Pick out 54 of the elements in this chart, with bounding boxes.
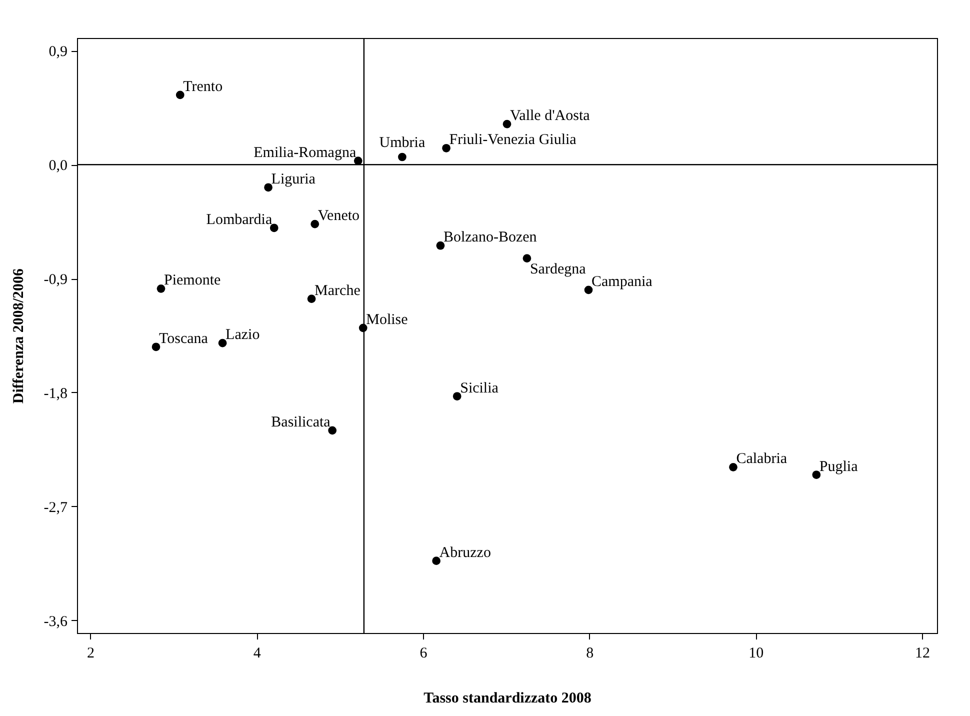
point [432, 556, 440, 566]
point [218, 338, 227, 348]
y-tick-label: -3,6 [44, 614, 68, 630]
annotation: Veneto [318, 208, 360, 224]
annotation: Lazio [226, 327, 260, 344]
point [270, 224, 278, 232]
annotation: Basilicata [271, 414, 331, 430]
annotation: Sicilia [460, 380, 499, 396]
point [328, 426, 337, 435]
annotation: Bolzano-Bozen [443, 230, 538, 246]
y-tick-label: 0,9 [48, 44, 68, 60]
annotation: Toscana [159, 330, 208, 347]
annotation: Umbria [379, 135, 426, 151]
annotation: Lombardia [206, 212, 272, 228]
x-tick-label: 8 [586, 646, 594, 662]
x-tick-label: 6 [420, 646, 428, 662]
annotation: Sardegna [530, 261, 586, 278]
point [307, 294, 316, 303]
point [176, 90, 184, 100]
y-tick-label: 0,0 [48, 158, 68, 174]
point [398, 152, 406, 162]
y-tick-label: -2,7 [44, 500, 68, 516]
annotation: Trento [183, 78, 223, 95]
point [812, 470, 821, 479]
annotation: Campania [592, 274, 653, 290]
x-axis-title: Tasso standardizzato 2008 [424, 690, 592, 706]
annotation: Calabria [736, 451, 788, 468]
point [310, 220, 320, 228]
point [452, 392, 462, 400]
annotation: Molise [366, 312, 408, 328]
x-tick-label: 10 [748, 646, 764, 662]
annotation: Piemonte [164, 272, 222, 289]
x-tick-label: 4 [253, 646, 262, 662]
annotation: Marche [314, 282, 361, 299]
y-tick-label: -0,9 [44, 272, 68, 288]
y-axis-title: Differenza 2008/2006 [10, 268, 27, 404]
point [152, 342, 160, 352]
annotation: Emilia-Romagna [254, 144, 356, 161]
annotation: Friuli-Venezia Giulia [449, 132, 577, 148]
x-tick-label: 2 [87, 646, 95, 662]
annotation: Valle d'Aosta [510, 108, 590, 124]
point [502, 120, 512, 128]
annotation: Liguria [271, 171, 316, 188]
x-tick-label: 12 [915, 646, 930, 662]
point [156, 284, 166, 293]
annotation: Abruzzo [439, 544, 491, 561]
point [522, 254, 532, 262]
point [729, 462, 738, 472]
point [264, 183, 272, 192]
y-tick-label: -1,8 [44, 386, 68, 402]
point [436, 241, 445, 250]
point [442, 144, 450, 152]
point [584, 286, 593, 294]
annotation: Puglia [819, 458, 858, 475]
